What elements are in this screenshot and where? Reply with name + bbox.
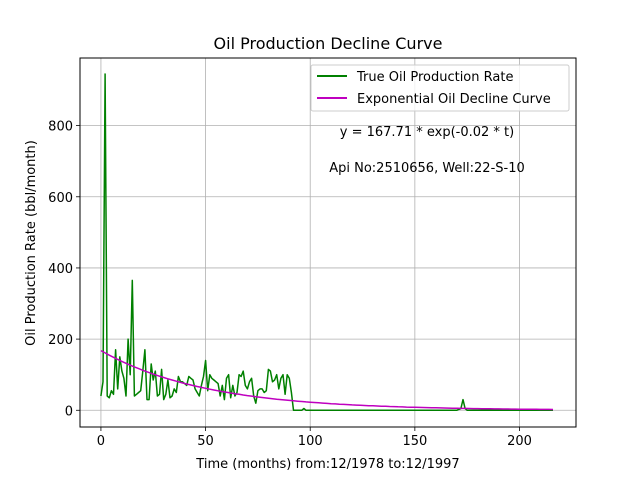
legend-label-exponential-oil-decline-curve: Exponential Oil Decline Curve [357, 92, 551, 107]
axis-ticks: 0 50 100 150 200 0 200 400 600 800 [48, 120, 532, 449]
y-axis-label: Oil Production Rate (bbl/month) [24, 140, 39, 346]
y-tick-label: 600 [48, 191, 73, 206]
x-tick-label: 100 [298, 434, 323, 449]
legend-box [310, 64, 570, 112]
y-tick-label: 800 [48, 120, 73, 135]
y-tick-label: 0 [65, 404, 73, 419]
axes-frame [79, 57, 577, 428]
well-annotation: Api No:2510656, Well:22-S-10 [329, 161, 525, 176]
y-tick-label: 400 [48, 262, 73, 277]
x-tick-label: 150 [402, 434, 427, 449]
legend: True Oil Production Rate Exponential Oil… [310, 64, 570, 112]
legend-label-true-oil-production-rate: True Oil Production Rate [356, 70, 513, 85]
plot-area [100, 73, 554, 412]
series-line-exponential-oil-decline-curve [100, 349, 554, 411]
x-tick-label: 200 [507, 434, 532, 449]
y-tick-label: 200 [48, 333, 73, 348]
chart-title: Oil Production Decline Curve [214, 34, 443, 53]
series-line-true-oil-production-rate [100, 73, 553, 412]
x-tick-label: 50 [197, 434, 214, 449]
x-tick-label: 0 [97, 434, 105, 449]
x-axis-label: Time (months) from:12/1978 to:12/1997 [195, 457, 459, 472]
equation-annotation: y = 167.71 * exp(-0.02 * t) [340, 125, 514, 140]
